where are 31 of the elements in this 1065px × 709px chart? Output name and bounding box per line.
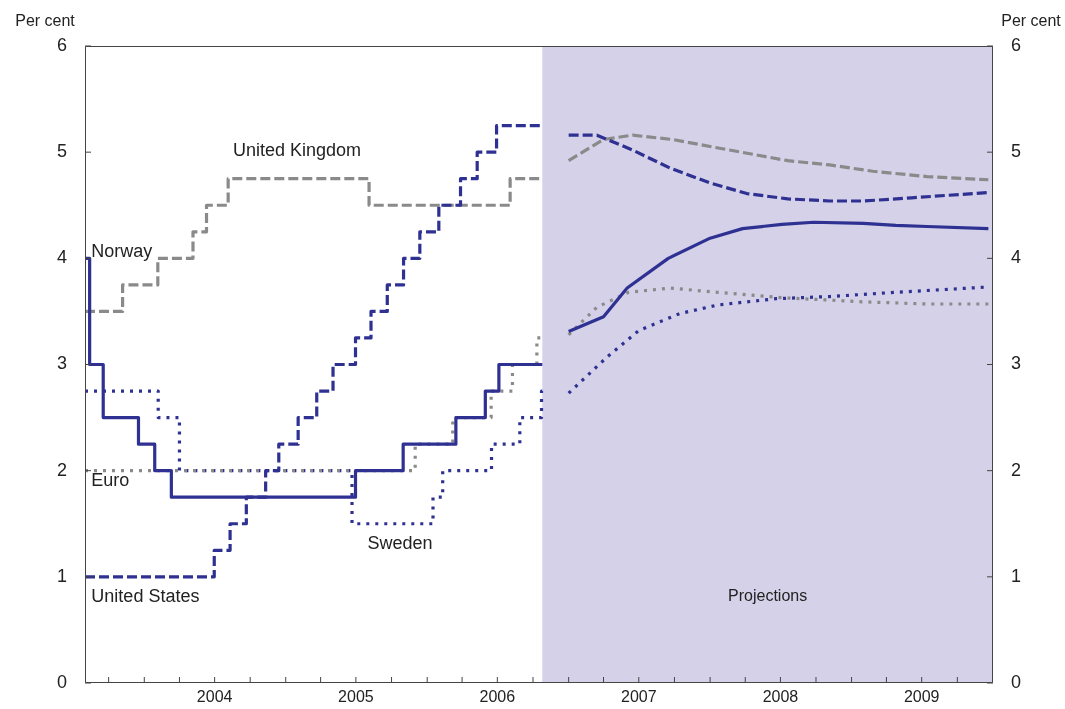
x-tick-label: 2006 [479,688,516,706]
y-tick-label: 2 [56,459,67,480]
x-tick-label: 2005 [338,688,374,706]
series-label: Sweden [367,533,433,554]
y2-tick-label: 2 [1011,459,1022,480]
y-tick-label: 6 [56,34,67,55]
y-tick-label: 4 [56,247,67,268]
y2-tick-label: 1 [1011,565,1022,586]
series-label: United States [91,585,200,606]
line-series [567,133,990,182]
y-tick-label: 5 [56,141,67,162]
line-series [567,286,990,337]
y-tick-label: 0 [56,671,67,692]
x-tick-label: 2009 [903,688,940,706]
y2-axis-title: Per cent [1001,12,1062,29]
series-label: United Kingdom [233,140,362,161]
y2-tick-label: 6 [1011,34,1022,55]
y2-tick-label: 4 [1011,247,1022,268]
x-tick-label: 2007 [620,688,657,706]
y-tick-label: 1 [56,565,67,586]
y-axis-title: Per cent [15,12,76,29]
series-label: Norway [91,240,153,261]
series-label: Euro [91,470,130,491]
y-tick-label: 3 [56,353,67,374]
x-tick-label: 2008 [762,688,799,706]
line-series [567,133,990,203]
y2-tick-label: 3 [1011,353,1022,374]
y2-tick-label: 5 [1011,141,1022,162]
y2-tick-label: 0 [1011,671,1022,692]
x-tick-label: 2004 [196,688,233,706]
band-label: Projections [728,587,808,605]
